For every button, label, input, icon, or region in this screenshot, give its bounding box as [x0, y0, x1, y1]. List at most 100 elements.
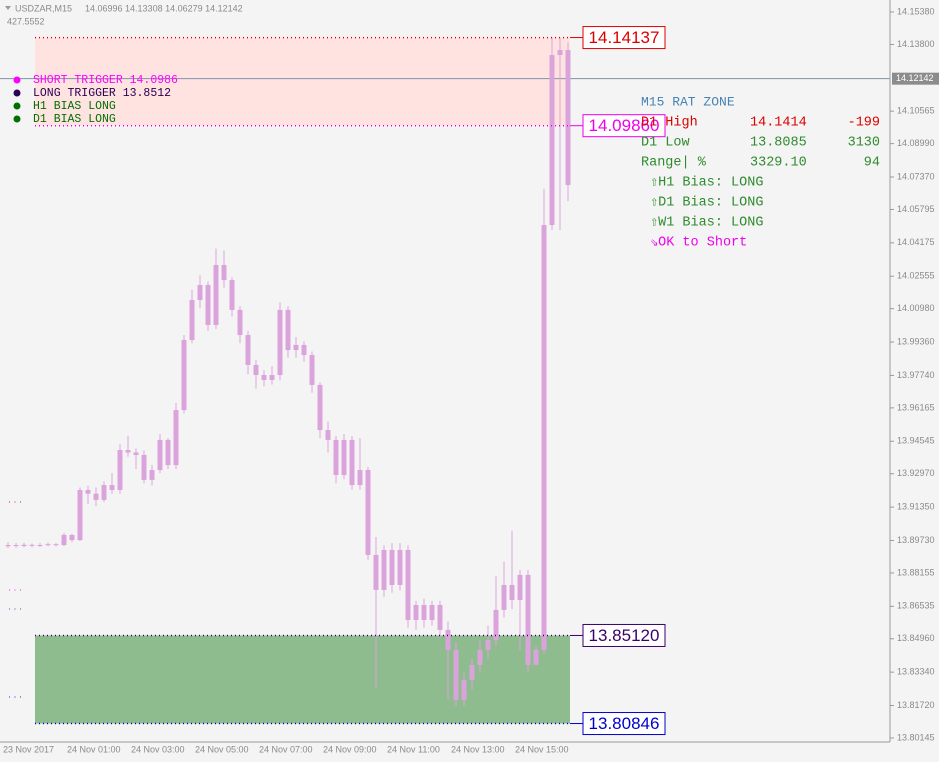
x-tick-label: 24 Nov 11:00: [387, 744, 440, 754]
x-tick-label: 24 Nov 07:00: [259, 744, 313, 754]
candle-body: [485, 640, 491, 650]
level-box: [582, 114, 666, 138]
x-tick-label: 24 Nov 13:00: [451, 744, 505, 754]
level-box: [582, 623, 666, 647]
y-tick-label: 13.89730: [897, 535, 935, 545]
candle-body: [293, 344, 299, 351]
candle-body: [13, 545, 19, 547]
candle-body: [261, 375, 267, 380]
y-tick-label: 14.08990: [897, 138, 935, 148]
candle-body: [413, 604, 419, 621]
candle-body: [381, 549, 387, 590]
candle-body: [277, 309, 283, 376]
candle-body: [333, 439, 339, 475]
candle-body: [189, 300, 195, 340]
candle-body: [109, 485, 115, 490]
candle-body: [525, 574, 531, 665]
y-tick-label: 14.05795: [897, 204, 935, 214]
level-label: 13.80846: [589, 714, 660, 733]
candle-body: [61, 534, 67, 546]
y-tick-label: 13.88155: [897, 567, 935, 577]
candle-body: [549, 55, 555, 226]
y-tick-label: 13.80145: [897, 732, 935, 742]
y-tick-label: 13.92970: [897, 468, 935, 478]
candle-body: [397, 549, 403, 585]
candle-body: [213, 264, 219, 325]
candle-body: [365, 470, 371, 555]
candle-body: [141, 454, 147, 480]
edge-dots: · · · · · · · · · · · ·: [8, 496, 22, 701]
y-tick-label: 13.99360: [897, 336, 935, 346]
candle-body: [477, 649, 483, 665]
candle-body: [197, 284, 203, 301]
level-label: 13.85120: [589, 626, 660, 645]
svg-text:· · ·: · · ·: [8, 691, 22, 701]
candle-body: [117, 450, 123, 490]
candle-body: [5, 545, 11, 547]
y-tick-label: 14.00980: [897, 303, 935, 313]
menu-arrow: [5, 6, 11, 10]
candle-body: [389, 549, 395, 585]
candle-body: [373, 554, 379, 590]
y-tick-label: 14.13800: [897, 39, 935, 49]
x-tick-label: 24 Nov 15:00: [515, 744, 569, 754]
candle-body: [405, 549, 411, 621]
candle-body: [53, 544, 59, 546]
legend-bullet: [13, 102, 21, 110]
candle-body: [349, 439, 355, 486]
legend-text: D1 BIAS LONG: [33, 113, 116, 126]
candle-body: [77, 489, 83, 541]
candle-body: [325, 430, 331, 440]
x-tick-label: 24 Nov 05:00: [195, 744, 249, 754]
y-tick-label: 13.94545: [897, 436, 935, 446]
y-tick-label: 14.04175: [897, 237, 935, 247]
candle-body: [501, 584, 507, 610]
candle-body: [469, 664, 475, 680]
candle-body: [229, 280, 235, 310]
candle-body: [533, 649, 539, 665]
candle-body: [269, 375, 275, 380]
candle-body: [237, 309, 243, 336]
y-tick-label: 14.07370: [897, 171, 935, 181]
x-tick-label: 24 Nov 09:00: [323, 744, 377, 754]
candle-body: [253, 364, 259, 376]
legend-bullet: [13, 76, 21, 84]
candle-body: [245, 335, 251, 365]
legend-text: H1 BIAS LONG: [33, 100, 116, 113]
candle-body: [93, 493, 99, 500]
y-tick-label: 13.97740: [897, 370, 935, 380]
svg-text:· · ·: · · ·: [8, 584, 22, 594]
candle-body: [69, 534, 75, 541]
level-label: 14.14137: [589, 28, 660, 47]
panel-cell: D1 Low: [641, 136, 690, 151]
panel-cell: 14.1414: [750, 116, 807, 131]
candle-body: [173, 410, 179, 466]
svg-text:· · ·: · · ·: [8, 496, 22, 506]
candle-body: [317, 384, 323, 431]
header-sub: 427.5552: [7, 16, 45, 26]
candle-body: [461, 679, 467, 700]
candle-body: [341, 439, 347, 475]
candle-body: [493, 609, 499, 641]
candle-body: [309, 355, 315, 385]
panel-note: ⇧D1 Bias: LONG: [650, 196, 763, 211]
x-tick-label: 24 Nov 01:00: [67, 744, 121, 754]
svg-text:· · ·: · · ·: [8, 603, 22, 613]
candle-body: [221, 264, 227, 281]
candle-body: [285, 309, 291, 351]
panel-cell: 3130: [848, 136, 880, 151]
y-tick-label: 13.81720: [897, 700, 935, 710]
x-tick-label: 23 Nov 2017: [3, 744, 54, 754]
candle-body: [45, 544, 51, 546]
panel-cell: D1 High: [641, 116, 698, 131]
candle-body: [101, 485, 107, 500]
panel-cell: -199: [848, 116, 880, 131]
panel-note: ⇘OK to Short: [650, 236, 747, 251]
y-tick-label: 13.84960: [897, 633, 935, 643]
candle-body: [181, 339, 187, 411]
candle-body: [453, 649, 459, 700]
level-box: [582, 712, 666, 736]
panel-title: M15 RAT ZONE: [641, 94, 735, 109]
